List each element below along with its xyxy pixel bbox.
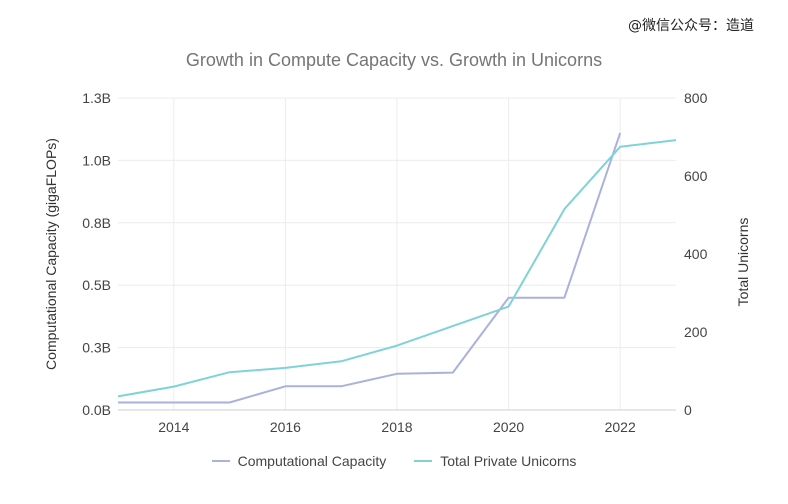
- y-right-tick-label: 800: [684, 90, 708, 106]
- series-line-computational-capacity: [118, 132, 622, 404]
- y-right-tick-label: 200: [684, 324, 708, 340]
- legend-swatch-computational-capacity: [211, 460, 230, 462]
- legend-label: Computational Capacity: [237, 453, 387, 469]
- legend-item-computational-capacity[interactable]: Computational Capacity: [211, 453, 387, 469]
- y-right-tick-label: 0: [684, 402, 692, 418]
- legend: Computational Capacity Total Private Uni…: [0, 453, 788, 469]
- y-left-tick-label: 0.5B: [82, 277, 111, 293]
- chart-title: Growth in Compute Capacity vs. Growth in…: [185, 50, 603, 70]
- y-left-tick-label: 0.0B: [82, 402, 111, 418]
- x-tick-label: 2018: [381, 419, 412, 435]
- y-left-tick-label: 1.0B: [82, 152, 111, 168]
- x-tick-label: 2014: [158, 419, 189, 435]
- x-tick-label: 2016: [270, 419, 301, 435]
- legend-label: Total Private Unicorns: [440, 453, 577, 469]
- y-left-tick-label: 1.3B: [82, 90, 111, 106]
- x-tick-label: 2022: [605, 419, 636, 435]
- y-left-tick-label: 0.3B: [82, 340, 111, 356]
- series-layer: [117, 132, 677, 404]
- y-right-axis-title: Total Unicorns: [735, 218, 751, 307]
- watermark: @微信公众号：造道: [628, 18, 754, 34]
- legend-item-total-private-unicorns[interactable]: Total Private Unicorns: [414, 453, 576, 469]
- legend-swatch-total-private-unicorns: [414, 460, 433, 462]
- grid-layer: [118, 97, 676, 411]
- x-tick-label: 2020: [493, 419, 524, 435]
- y-right-tick-label: 400: [684, 246, 708, 262]
- axis-layer: 0.0B 0.3B 0.5B 0.8B 1.0B 1.3B 0 200 400 600 800 201…: [82, 90, 707, 435]
- y-right-tick-label: 600: [684, 168, 708, 184]
- y-left-tick-label: 0.8B: [82, 215, 111, 231]
- y-left-axis-title: Computational Capacity (gigaFLOPs): [43, 138, 59, 370]
- series-line-total-private-unicorns: [117, 139, 677, 398]
